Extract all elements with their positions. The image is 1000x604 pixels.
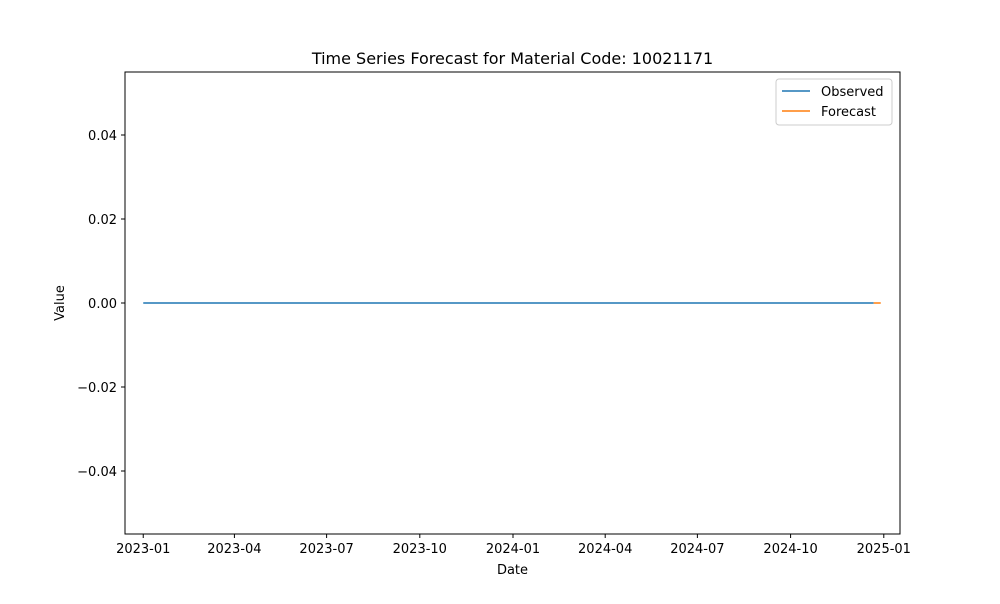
chart-title: Time Series Forecast for Material Code: … [311,49,713,68]
legend-label-observed: Observed [821,85,884,100]
y-axis: 0.04 0.02 0.00 −0.02 −0.04 [77,129,125,480]
x-axis: 2023-01 2023-04 2023-07 2023-10 2024-01 2024-… [116,534,911,557]
y-tick-label: 0.00 [88,297,117,312]
x-tick-label: 2024-07 [670,542,724,557]
x-tick-label: 2023-04 [207,542,261,557]
y-tick-label: 0.02 [88,213,117,228]
x-tick-label: 2025-01 [857,542,911,557]
x-tick-label: 2024-04 [578,542,632,557]
x-tick-label: 2023-01 [116,542,170,557]
y-axis-label: Value [53,285,68,321]
y-tick-label: 0.04 [88,129,117,144]
y-tick-label: −0.04 [77,465,117,480]
x-tick-label: 2024-10 [763,542,817,557]
x-axis-label: Date [497,563,528,578]
x-tick-label: 2023-07 [299,542,353,557]
x-tick-label: 2024-01 [486,542,540,557]
y-tick-label: −0.02 [77,381,117,396]
x-tick-label: 2023-10 [393,542,447,557]
legend: Observed Forecast [775,78,893,126]
legend-label-forecast: Forecast [821,105,876,120]
